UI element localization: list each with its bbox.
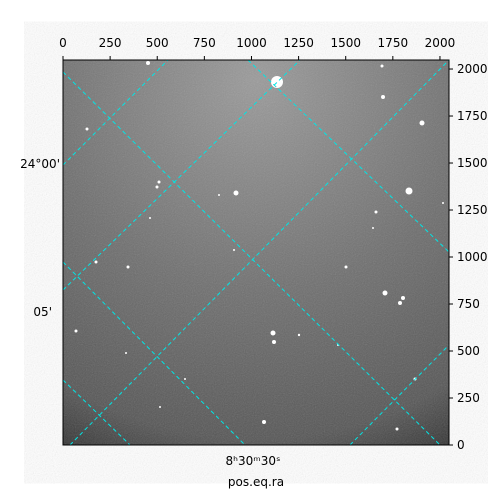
y-tick-label: 0 [457, 438, 465, 452]
y-tick-label: 750 [457, 297, 480, 311]
x-tick-label: 2000 [425, 36, 456, 50]
x-tick-label: 1000 [236, 36, 267, 50]
wcs-grid [62, 59, 450, 446]
x-tick-label: 1250 [283, 36, 314, 50]
x-axis-label: pos.eq.ra [228, 475, 284, 489]
x-tick-label: 500 [146, 36, 169, 50]
y-tick-label: 1250 [457, 203, 488, 217]
dec-label: 24°00' [20, 157, 60, 171]
x-tick-label: 750 [193, 36, 216, 50]
dec-label: 05' [33, 305, 52, 319]
y-tick-label: 250 [457, 391, 480, 405]
x-tick-label: 0 [59, 36, 67, 50]
y-tick-label: 1500 [457, 156, 488, 170]
ra-label: 8ʰ30ᵐ30ˢ [226, 454, 281, 468]
image [62, 59, 450, 446]
x-tick-label: 1500 [330, 36, 361, 50]
y-tick-label: 1750 [457, 109, 488, 123]
y-tick-label: 500 [457, 344, 480, 358]
x-tick-label: 250 [99, 36, 122, 50]
y-tick-label: 1000 [457, 250, 488, 264]
x-tick-label: 1750 [378, 36, 409, 50]
y-tick-label: 2000 [457, 62, 488, 76]
